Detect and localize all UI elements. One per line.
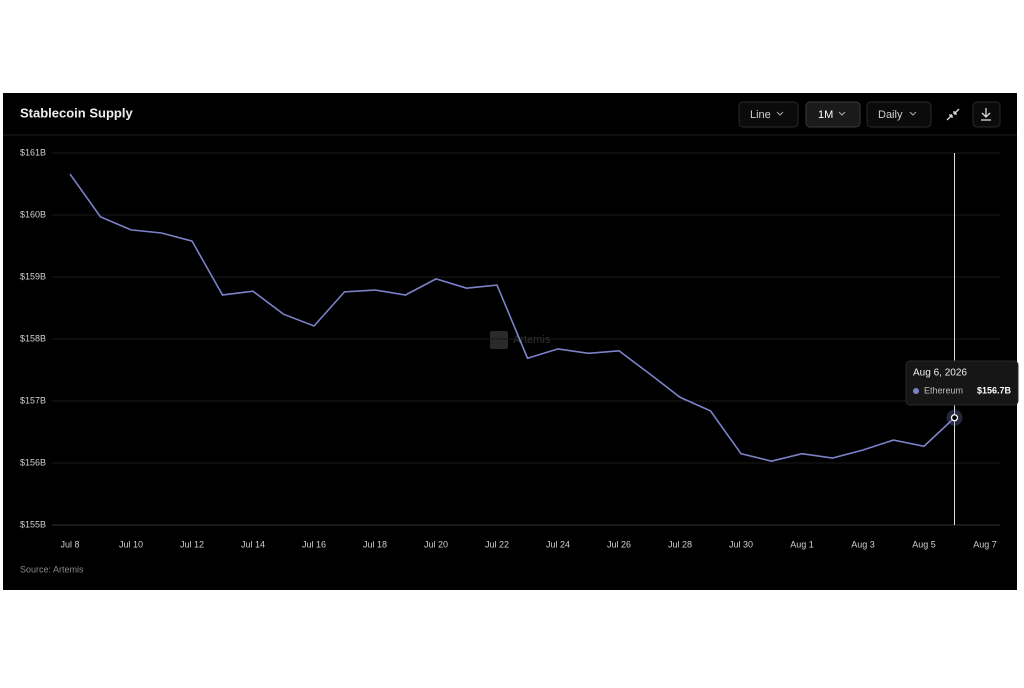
x-tick-label: Jul 14 bbox=[241, 539, 265, 549]
watermark-logo bbox=[490, 331, 508, 349]
x-tick-label: Aug 7 bbox=[973, 539, 997, 549]
chevron bbox=[776, 111, 784, 116]
hover-point bbox=[950, 414, 959, 422]
chart-title: Stablecoin Supply bbox=[20, 105, 133, 120]
panel bbox=[3, 93, 1017, 590]
chevron bbox=[909, 111, 917, 116]
x-tick-label: Jul 28 bbox=[668, 539, 692, 549]
tooltip-title: Aug 6, 2026 bbox=[913, 368, 967, 379]
x-tick-label: Aug 1 bbox=[790, 539, 814, 549]
series-line bbox=[69, 173, 956, 462]
chevron bbox=[838, 111, 846, 116]
y-tick-label: $159B bbox=[20, 271, 46, 281]
x-tick-label: Jul 16 bbox=[302, 539, 326, 549]
x-tick-label: Jul 8 bbox=[60, 539, 79, 549]
tooltip-swatch bbox=[913, 388, 919, 394]
download-icon bbox=[981, 108, 991, 121]
y-tick-label: $160B bbox=[20, 209, 46, 219]
x-tick-label: Aug 3 bbox=[851, 539, 875, 549]
button-label: 1M bbox=[818, 109, 833, 121]
tooltip-series: Ethereum bbox=[924, 385, 963, 395]
watermark: Artemis bbox=[513, 334, 551, 346]
y-tick-label: $158B bbox=[20, 333, 46, 343]
x-tick-label: Jul 26 bbox=[607, 539, 631, 549]
y-tick-label: $157B bbox=[20, 395, 46, 405]
y-tick-label: $155B bbox=[20, 519, 46, 529]
tooltip-box bbox=[905, 360, 1019, 406]
collapse-icon[interactable] bbox=[946, 108, 960, 121]
button-label: Line bbox=[750, 109, 771, 121]
x-tick-label: Jul 24 bbox=[546, 539, 570, 549]
x-tick-label: Jul 10 bbox=[119, 539, 143, 549]
range-button[interactable] bbox=[805, 101, 861, 128]
button-label: Daily bbox=[878, 109, 903, 121]
tooltip-value: $156.7B bbox=[977, 385, 1012, 395]
x-tick-label: Jul 30 bbox=[729, 539, 753, 549]
source: Source: Artemis bbox=[20, 564, 84, 574]
interval-button[interactable] bbox=[866, 101, 932, 128]
x-tick-label: Jul 20 bbox=[424, 539, 448, 549]
x-tick-label: Jul 12 bbox=[180, 539, 204, 549]
y-tick-label: $156B bbox=[20, 457, 46, 467]
x-tick-label: Jul 18 bbox=[363, 539, 387, 549]
x-tick-label: Jul 22 bbox=[485, 539, 509, 549]
type-button[interactable] bbox=[738, 101, 799, 128]
x-tick-label: Aug 5 bbox=[912, 539, 936, 549]
y-tick-label: $161B bbox=[20, 147, 46, 157]
